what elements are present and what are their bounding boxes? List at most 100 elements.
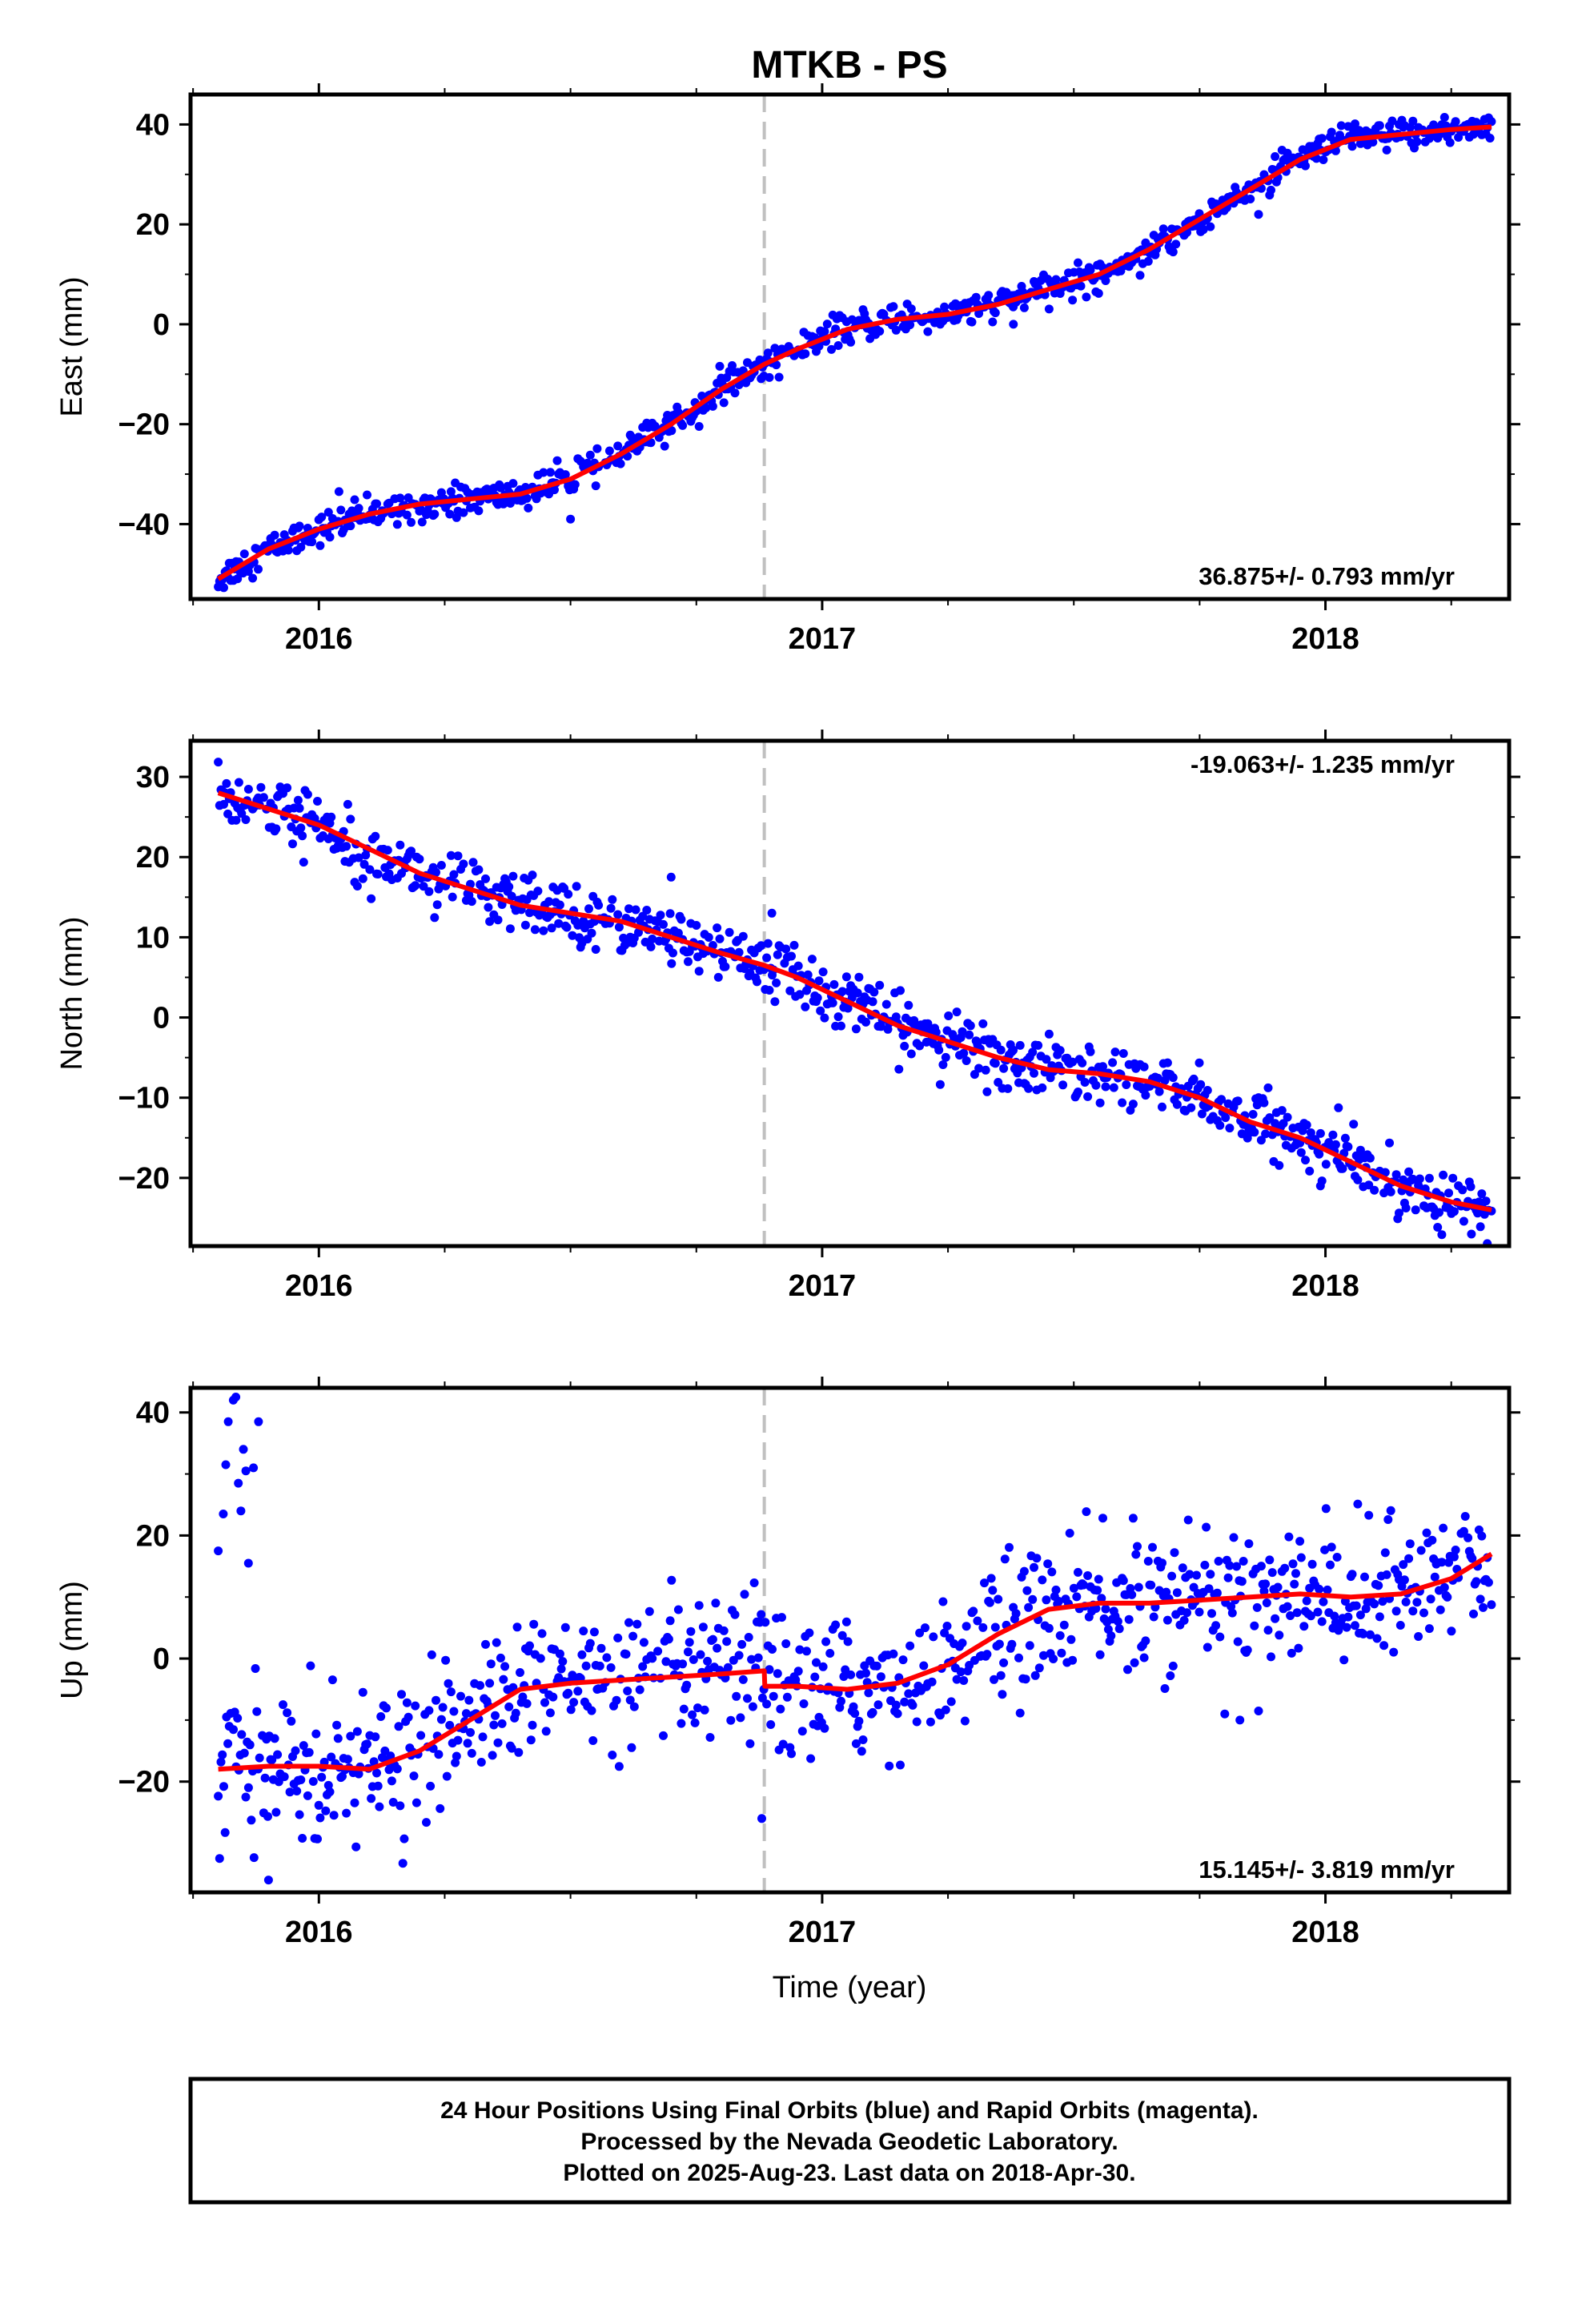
east-data-point bbox=[1485, 134, 1495, 143]
up-data-point bbox=[1243, 1645, 1252, 1655]
up-data-point bbox=[1469, 1609, 1478, 1618]
up-data-point bbox=[1294, 1643, 1303, 1653]
up-data-point bbox=[373, 1781, 383, 1791]
north-data-point bbox=[1476, 1222, 1485, 1232]
north-data-point bbox=[446, 850, 456, 860]
north-data-point bbox=[634, 927, 643, 937]
up-panel: −20 0 20 40 2016 2017 2018 Up (mm) 15.145+/- 3.8… bbox=[55, 1377, 1520, 1949]
up-data-point bbox=[321, 1806, 331, 1815]
east-data-point bbox=[1206, 222, 1215, 231]
north-data-point bbox=[436, 861, 446, 870]
north-data-point bbox=[900, 1041, 909, 1051]
north-data-point bbox=[773, 950, 782, 959]
up-data-point bbox=[1317, 1617, 1327, 1626]
up-data-point bbox=[1195, 1607, 1204, 1617]
up-data-point bbox=[1261, 1579, 1271, 1589]
up-data-point bbox=[1220, 1709, 1230, 1719]
up-data-point bbox=[1378, 1597, 1387, 1606]
up-data-point bbox=[304, 1747, 314, 1757]
up-data-point bbox=[1355, 1610, 1365, 1620]
north-data-point bbox=[1343, 1142, 1353, 1152]
up-data-point bbox=[1437, 1558, 1447, 1567]
up-data-point bbox=[679, 1704, 689, 1714]
up-data-point bbox=[292, 1787, 302, 1795]
up-data-point bbox=[978, 1622, 988, 1632]
figure-title: MTKB - PS bbox=[751, 44, 947, 86]
up-data-point bbox=[432, 1695, 440, 1705]
north-data-point bbox=[767, 908, 777, 918]
east-data-point bbox=[1074, 258, 1082, 267]
up-data-point bbox=[1225, 1561, 1235, 1570]
north-data-point bbox=[1467, 1229, 1476, 1239]
north-data-point bbox=[1118, 1098, 1127, 1108]
north-data-point bbox=[1265, 1113, 1275, 1123]
up-data-point bbox=[703, 1656, 713, 1666]
north-data-point bbox=[915, 1041, 925, 1051]
north-xtick-label: 2018 bbox=[1291, 1269, 1359, 1303]
up-data-point bbox=[496, 1653, 505, 1663]
north-data-point bbox=[1024, 1084, 1034, 1093]
north-data-point bbox=[1424, 1173, 1434, 1183]
east-data-point bbox=[1068, 296, 1078, 305]
north-data-point bbox=[1302, 1120, 1311, 1130]
up-data-point bbox=[1204, 1584, 1214, 1594]
up-data-point bbox=[1128, 1514, 1138, 1523]
north-data-point bbox=[1091, 1080, 1101, 1090]
up-data-point bbox=[1372, 1634, 1382, 1643]
up-data-point bbox=[1005, 1542, 1014, 1552]
up-data-point bbox=[1237, 1577, 1247, 1586]
up-data-point bbox=[386, 1751, 396, 1761]
up-data-point bbox=[606, 1663, 616, 1672]
north-data-point bbox=[803, 970, 813, 979]
east-ytick-label: 0 bbox=[153, 308, 170, 342]
north-data-point bbox=[231, 815, 241, 825]
up-data-point bbox=[1044, 1623, 1054, 1633]
up-data-point bbox=[690, 1718, 700, 1727]
east-data-point bbox=[363, 490, 371, 500]
north-data-point bbox=[1195, 1058, 1204, 1068]
north-data-point bbox=[624, 904, 633, 914]
up-data-point bbox=[614, 1762, 624, 1771]
up-data-point bbox=[781, 1639, 791, 1648]
up-data-point bbox=[757, 1610, 766, 1619]
up-data-point bbox=[491, 1711, 500, 1720]
east-data-point bbox=[923, 327, 933, 336]
up-data-point bbox=[757, 1814, 766, 1823]
up-data-point bbox=[214, 1791, 223, 1801]
up-data-point bbox=[1254, 1707, 1263, 1715]
up-data-point bbox=[218, 1750, 227, 1759]
up-data-point bbox=[1000, 1554, 1010, 1564]
up-data-point bbox=[247, 1815, 256, 1825]
up-y-axis-label: Up (mm) bbox=[55, 1581, 89, 1699]
up-data-point bbox=[896, 1760, 905, 1770]
north-data-point bbox=[659, 919, 668, 929]
up-data-point bbox=[686, 1626, 696, 1636]
north-data-point bbox=[1395, 1208, 1403, 1218]
east-data-point bbox=[1336, 121, 1346, 131]
up-data-point bbox=[938, 1597, 948, 1606]
up-data-point bbox=[765, 1665, 774, 1675]
north-data-point bbox=[1435, 1208, 1443, 1217]
north-data-point bbox=[468, 858, 478, 867]
north-data-point bbox=[214, 758, 223, 767]
up-data-point bbox=[940, 1628, 950, 1638]
up-data-point bbox=[446, 1687, 456, 1697]
north-data-point bbox=[1380, 1168, 1390, 1177]
north-data-point bbox=[343, 799, 352, 809]
north-data-point bbox=[1058, 1080, 1068, 1090]
up-data-point bbox=[507, 1743, 516, 1753]
up-data-point bbox=[214, 1546, 223, 1556]
north-data-point bbox=[298, 831, 307, 841]
up-data-point bbox=[1114, 1624, 1124, 1634]
east-data-point bbox=[283, 545, 293, 555]
up-data-point bbox=[456, 1691, 465, 1701]
up-data-point bbox=[1074, 1567, 1082, 1577]
up-data-point bbox=[1118, 1576, 1128, 1586]
north-data-point bbox=[684, 957, 693, 967]
east-data-point bbox=[334, 487, 343, 497]
up-data-point bbox=[778, 1739, 788, 1749]
north-data-point bbox=[765, 986, 774, 995]
north-data-point bbox=[843, 1003, 853, 1013]
up-data-point bbox=[1464, 1533, 1473, 1542]
up-data-point bbox=[285, 1787, 295, 1797]
